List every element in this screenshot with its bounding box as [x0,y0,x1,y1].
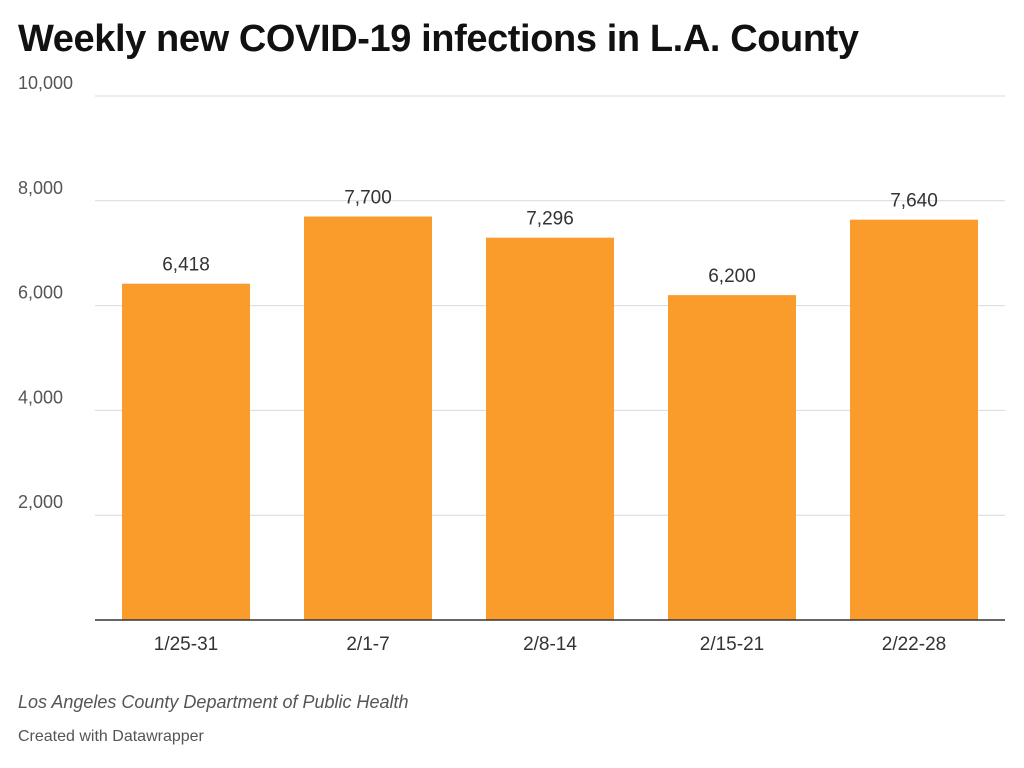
bar-value-label: 6,200 [708,266,756,287]
bar [304,216,432,620]
y-tick-label: 8,000 [18,178,63,198]
bar [850,219,978,620]
y-tick-label: 2,000 [18,492,63,512]
bar-value-label: 6,418 [162,255,210,276]
bar [122,283,250,620]
bar [668,295,796,620]
y-tick-label: 4,000 [18,387,63,407]
source-note: Los Angeles County Department of Public … [18,692,409,712]
bar-value-label: 7,296 [526,209,574,230]
y-tick-label: 10,000 [18,73,73,93]
x-tick-label: 1/25-31 [154,634,218,655]
bar [486,237,614,620]
bar-chart: 2,000 4,000 6,000 8,000 10,000 6,418 7,700 7,2… [18,73,1005,655]
x-tick-label: 2/1-7 [346,634,389,655]
x-axis-tick-labels: 1/25-31 2/1-7 2/8-14 2/15-21 2/22-28 [154,634,946,655]
bar-value-label: 7,640 [890,191,938,212]
x-tick-label: 2/8-14 [523,634,577,655]
credit-note: Created with Datawrapper [18,728,204,745]
chart-title: Weekly new COVID-19 infections in L.A. C… [18,18,859,60]
bar-value-labels: 6,418 7,700 7,296 6,200 7,640 [162,188,938,288]
bar-value-label: 7,700 [344,188,392,209]
bars [122,216,978,620]
y-axis-tick-labels: 2,000 4,000 6,000 8,000 10,000 [18,73,73,512]
x-tick-label: 2/22-28 [882,634,946,655]
y-tick-label: 6,000 [18,283,63,303]
x-tick-label: 2/15-21 [700,634,764,655]
